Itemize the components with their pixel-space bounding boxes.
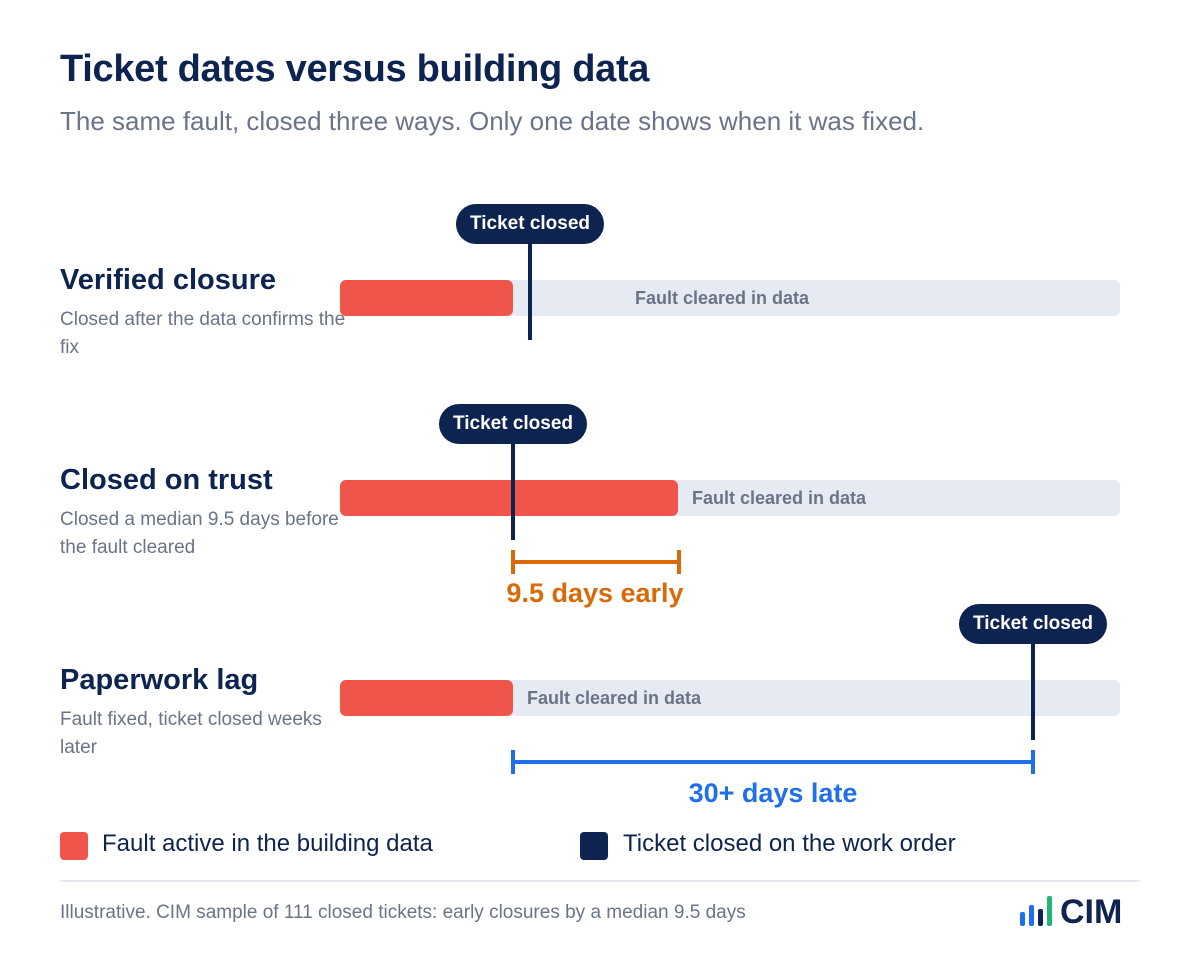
ticket-closed-pill-closed-on-trust: Ticket closed (438, 404, 588, 444)
late-gap-label: 30+ days late (688, 778, 858, 808)
legend-swatch-fault (60, 832, 88, 860)
fault-cleared-label-verified-closure: Fault cleared in data (635, 288, 810, 308)
bar-chart-logo-icon (1020, 896, 1052, 926)
fault-cleared-label-paperwork-lag: Fault cleared in data (527, 688, 702, 708)
late-gap-bracket (511, 750, 1035, 774)
row-title-verified-closure: Verified closure (60, 264, 276, 296)
legend-swatch-ticket (580, 832, 608, 860)
early-gap-label: 9.5 days early (506, 578, 684, 608)
ticket-closed-marker-verified-closure (528, 244, 532, 340)
footnote: Illustrative. CIM sample of 111 closed t… (60, 902, 746, 923)
row-title-closed-on-trust: Closed on trust (60, 464, 273, 496)
logo-text: CIM (1060, 893, 1123, 931)
legend-label-ticket: Ticket closed on the work order (623, 830, 956, 857)
early-gap-bracket (511, 550, 681, 574)
fault-bar-verified-closure (340, 280, 513, 316)
fault-bar-closed-on-trust (340, 480, 678, 516)
ticket-closed-pill-verified-closure: Ticket closed (455, 204, 605, 244)
row-desc-paperwork-lag: Fault fixed, ticket closed weeks later (60, 709, 322, 758)
fault-cleared-label-closed-on-trust: Fault cleared in data (692, 488, 867, 508)
row-title-paperwork-lag: Paperwork lag (60, 664, 259, 696)
row-desc-verified-closure: Closed after the data confirms the fix (60, 309, 346, 358)
legend-label-fault: Fault active in the building data (102, 830, 433, 857)
ticket-closed-marker-paperwork-lag (1031, 644, 1035, 740)
fault-bar-paperwork-lag (340, 680, 513, 716)
page-subtitle: The same fault, closed three ways. Only … (60, 106, 925, 136)
ticket-closed-marker-closed-on-trust (511, 444, 515, 540)
row-desc-closed-on-trust: Closed a median 9.5 days before the faul… (60, 509, 339, 558)
page-title: Ticket dates versus building data (60, 48, 650, 90)
footer-divider (60, 880, 1140, 882)
ticket-closed-pill-paperwork-lag: Ticket closed (958, 604, 1108, 644)
